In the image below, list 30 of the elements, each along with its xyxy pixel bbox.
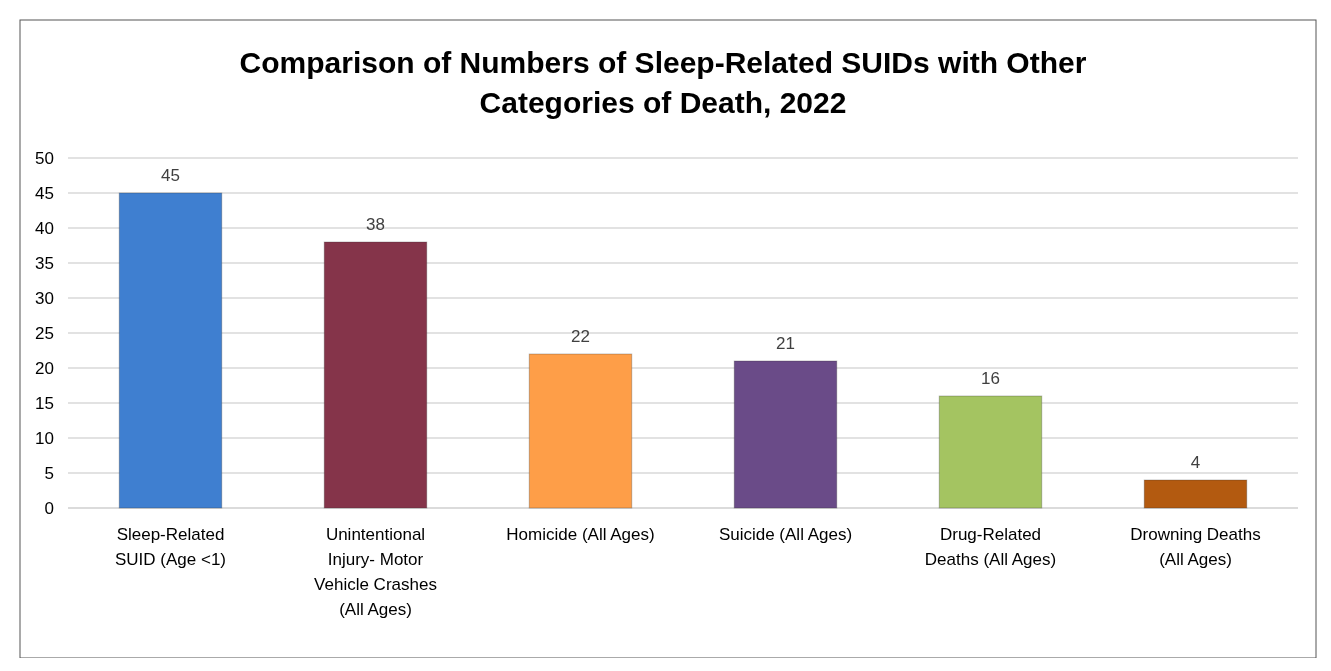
y-tick-label: 35: [35, 253, 54, 273]
data-label: 4: [1190, 453, 1201, 472]
y-tick-label: 10: [35, 428, 54, 448]
chart-title: Comparison of Numbers of Sleep-Related SUIDs with Other Categories of Death, 2022: [239, 46, 1087, 119]
data-label: 22: [571, 327, 590, 346]
y-tick-label: 25: [35, 323, 54, 343]
data-label: 16: [981, 369, 1000, 388]
y-tick-label: 30: [35, 288, 54, 308]
y-tick-label: 45: [35, 183, 54, 203]
bar: [938, 395, 1043, 509]
data-label: 45: [161, 166, 180, 185]
y-tick-label: 5: [44, 463, 54, 483]
bar: [528, 353, 633, 509]
y-tick-label: 20: [35, 358, 54, 378]
y-tick-label: 50: [35, 148, 54, 168]
bar: [1143, 479, 1248, 509]
x-tick-label: Unintentional Injury- Motor Vehicle Crashes (All Ages): [314, 525, 437, 619]
y-tick-label: 15: [35, 393, 54, 413]
y-tick-label: 40: [35, 218, 54, 238]
data-label: 38: [366, 215, 385, 234]
bar: [323, 241, 428, 509]
bar: [118, 192, 223, 509]
x-tick-label: Drug-Related Deaths (All Ages): [924, 525, 1057, 569]
bar: [733, 360, 838, 509]
x-tick-label: Suicide (All Ages): [718, 525, 853, 544]
y-tick-label: 0: [44, 498, 54, 518]
x-tick-label: Drowning Deaths (All Ages): [1130, 525, 1261, 569]
data-label: 21: [776, 334, 795, 353]
x-tick-label: Homicide (All Ages): [506, 525, 655, 544]
x-tick-label: Sleep-Related SUID (Age <1): [114, 525, 227, 569]
